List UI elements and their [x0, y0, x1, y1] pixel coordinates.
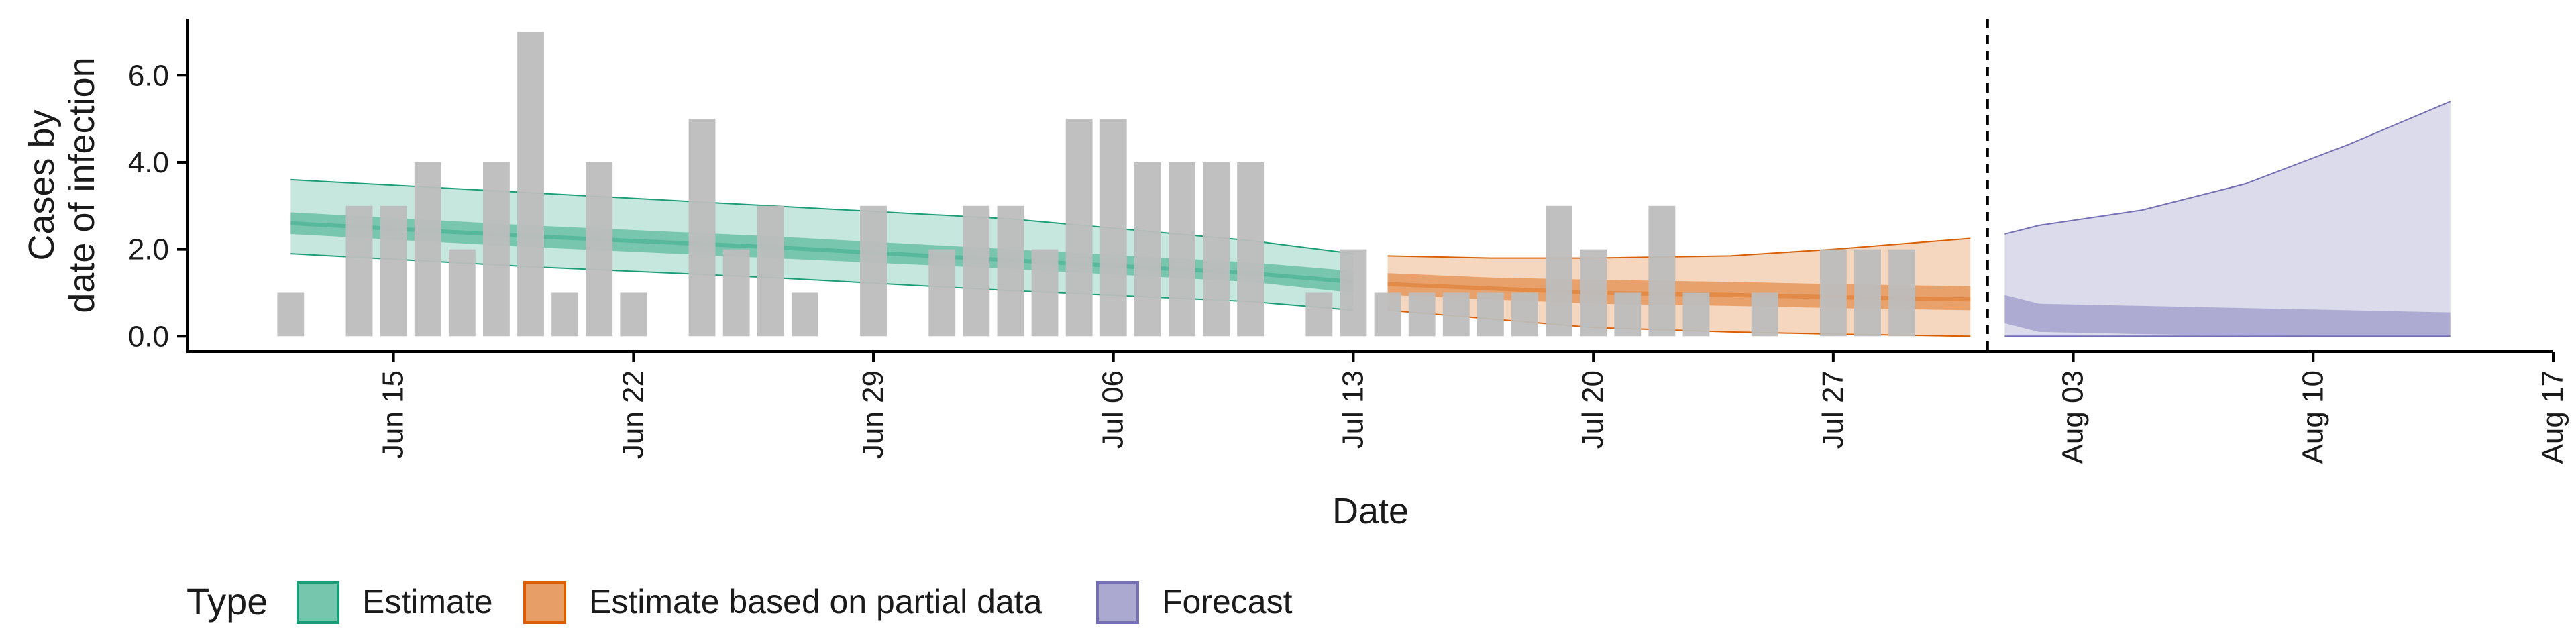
case-bar	[1511, 292, 1538, 337]
y-tick-label: 4.0	[128, 146, 169, 179]
case-bar	[1682, 292, 1710, 337]
x-tick-label: Jun 29	[857, 370, 890, 459]
case-bar	[722, 249, 750, 337]
case-bar	[928, 249, 956, 337]
legend-key	[523, 581, 566, 624]
case-bar	[757, 205, 784, 337]
x-tick-label: Jul 06	[1097, 370, 1130, 449]
case-bar	[345, 205, 373, 337]
case-bar	[1408, 292, 1436, 337]
case-bar	[1580, 249, 1607, 337]
case-bar	[1134, 162, 1161, 337]
case-bar	[1546, 205, 1572, 337]
forecast-band-50	[2004, 294, 2451, 337]
case-bar	[1340, 249, 1367, 337]
legend-label: Estimate	[362, 583, 493, 621]
case-bar	[1648, 205, 1676, 337]
legend-title: Type	[186, 580, 268, 623]
y-tick-label: 6.0	[128, 59, 169, 92]
case-bar	[414, 162, 441, 337]
case-bar	[1614, 292, 1642, 337]
case-bar	[586, 162, 613, 337]
forecast-band-90	[2004, 101, 2451, 337]
x-tick-label: Jul 13	[1336, 370, 1369, 449]
x-tick-label: Aug 17	[2536, 370, 2569, 464]
y-tick-label: 0.0	[128, 320, 169, 353]
case-bar	[448, 249, 476, 337]
y-axis-title-line-1: Cases by	[21, 109, 62, 260]
case-bar	[1819, 249, 1847, 337]
uncertainty-bands	[290, 101, 2451, 337]
case-bar	[1442, 292, 1470, 337]
case-bar	[620, 292, 647, 337]
x-tick-label: Jun 22	[616, 370, 649, 459]
legend: Type Estimate Estimate based on partial da…	[186, 580, 1293, 624]
case-bar	[1374, 292, 1401, 337]
case-bar	[688, 119, 716, 337]
x-tick-label: Aug 10	[2296, 370, 2329, 464]
case-bar	[277, 292, 305, 337]
x-tick-label: Jun 15	[377, 370, 410, 459]
legend-key	[1096, 581, 1139, 624]
case-bar	[1854, 249, 1881, 337]
case-bar	[1169, 162, 1195, 337]
case-bars	[277, 32, 1916, 337]
case-bar	[1751, 292, 1778, 337]
x-tick-label: Jul 27	[1817, 370, 1849, 449]
case-bar	[380, 205, 407, 337]
case-bar	[1099, 119, 1127, 337]
forecast-band-90-upper-edge	[2004, 101, 2451, 235]
case-bar	[1888, 249, 1916, 337]
legend-label: Forecast	[1162, 583, 1293, 621]
x-tick-label: Aug 03	[2057, 370, 2090, 464]
y-tick-label: 2.0	[128, 233, 169, 266]
case-bar	[1031, 249, 1059, 337]
case-bar	[517, 32, 544, 337]
x-tick-label: Jul 20	[1576, 370, 1609, 449]
case-bar	[860, 205, 887, 337]
axes: 0.0 2.0 4.0 6.0 Jun 15 Jun 22 Jun 29 Jul 06 Jul …	[21, 19, 2569, 531]
case-bar	[1065, 119, 1093, 337]
case-bar	[1305, 292, 1333, 337]
x-axis-title: Date	[1332, 491, 1409, 531]
y-axis-title-line-2: date of infection	[62, 57, 102, 313]
case-bar	[1477, 292, 1504, 337]
case-bar	[1203, 162, 1230, 337]
case-bar	[963, 205, 990, 337]
legend-label: Estimate based on partial data	[589, 583, 1042, 621]
case-bar	[551, 292, 579, 337]
legend-key	[297, 581, 339, 624]
case-bar	[1237, 162, 1265, 337]
case-bar	[482, 162, 510, 337]
case-bar	[997, 205, 1024, 337]
case-bar	[791, 292, 818, 337]
